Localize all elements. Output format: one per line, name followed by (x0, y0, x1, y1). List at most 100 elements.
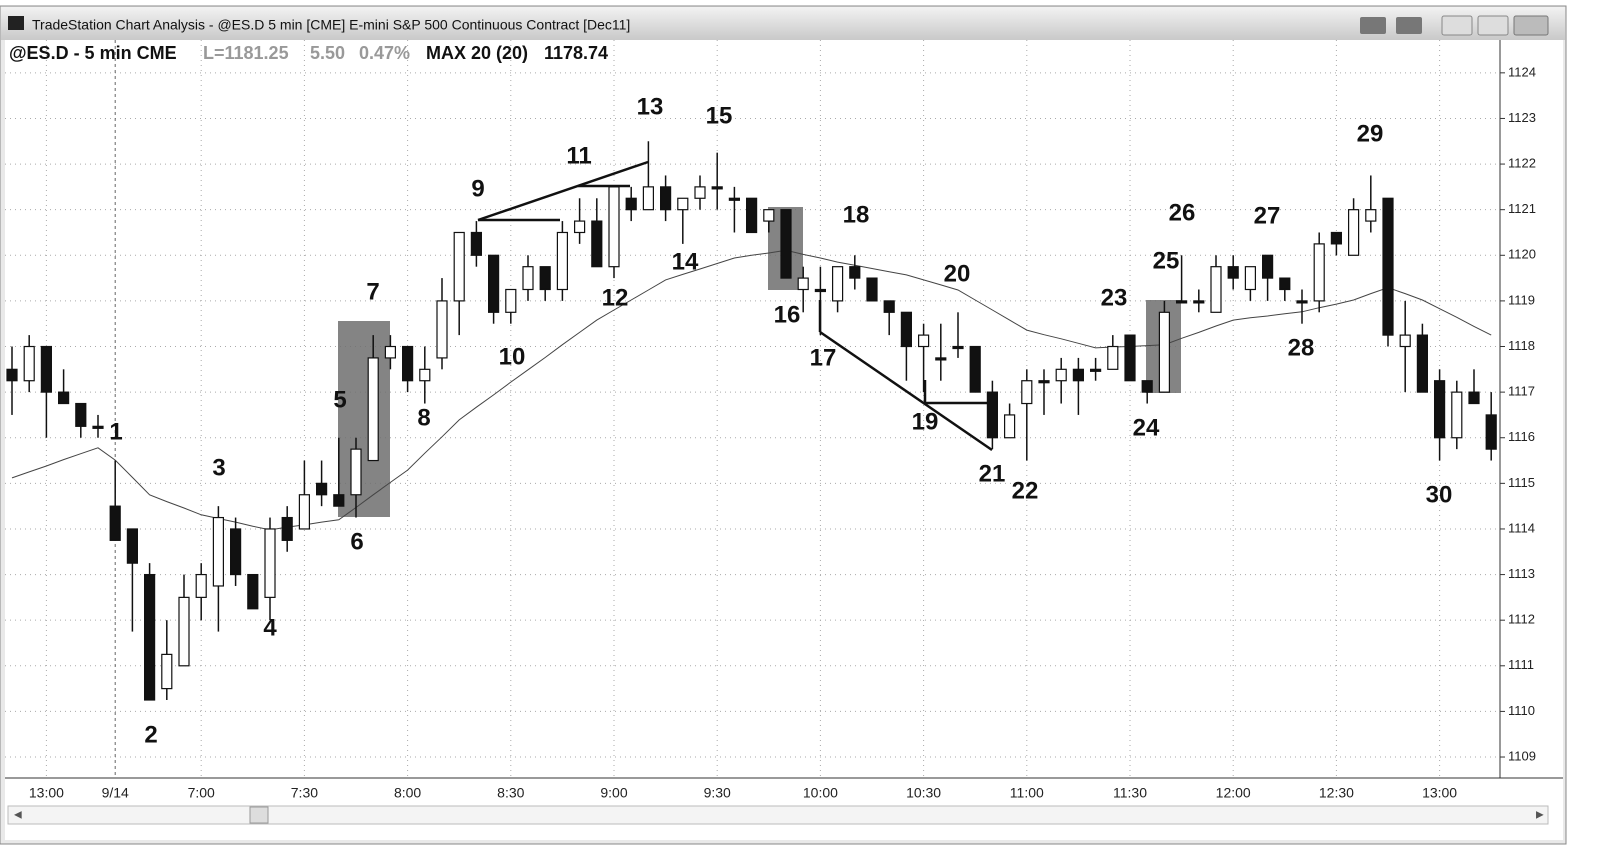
candle-body (1382, 197, 1394, 336)
y-tick-label: 1122 (1508, 156, 1536, 171)
indicator-name: MAX 20 (20) (426, 43, 528, 63)
candle-body (333, 494, 345, 507)
y-tick-label: 1110 (1508, 703, 1535, 718)
y-tick-label: 1109 (1508, 748, 1536, 763)
candle-body (470, 231, 482, 256)
x-tick-label: 13:00 (1422, 785, 1457, 801)
chart-area (5, 40, 1563, 840)
candle-body (23, 345, 35, 382)
annotation: 21 (979, 460, 1006, 487)
last-price: L=1181.25 (203, 43, 289, 63)
candle-body (900, 311, 913, 348)
candle-body (1279, 277, 1291, 291)
annotation: 22 (1012, 477, 1039, 504)
candle-body (1193, 300, 1205, 304)
candle-body (195, 573, 207, 598)
net-change: 5.50 (310, 43, 345, 63)
annotation: 13 (637, 93, 664, 120)
annotation: 28 (1288, 334, 1315, 361)
annotation: 12 (602, 284, 629, 311)
candle-body (40, 345, 53, 393)
scroll-left[interactable]: ◀ (14, 810, 22, 821)
candle-body (1433, 380, 1446, 439)
candle-body (1451, 391, 1463, 439)
candle-body (866, 277, 878, 302)
x-tick-label: 10:30 (906, 785, 941, 801)
candle-body (728, 197, 741, 201)
annotation: 19 (912, 408, 939, 435)
candle-body (1055, 368, 1067, 382)
minimize-button[interactable] (1441, 15, 1473, 36)
trend-line (477, 160, 649, 222)
candle-body (935, 357, 947, 361)
x-tick-label: 7:30 (291, 785, 318, 801)
candle-body (1347, 209, 1360, 256)
x-tick-label: 9:00 (600, 785, 627, 801)
annotation: 20 (944, 260, 971, 287)
highlight-box (338, 321, 390, 517)
trend-line (819, 330, 993, 452)
maximize-button[interactable] (1477, 15, 1509, 36)
annotation: 1 (109, 418, 122, 445)
candle-body (986, 391, 999, 439)
y-tick-label: 1121 (1508, 201, 1536, 216)
y-tick-label: 1115 (1508, 475, 1535, 490)
candle-body (178, 596, 190, 667)
candle-body (402, 345, 414, 382)
window-title: TradeStation Chart Analysis - @ES.D 5 mi… (32, 17, 630, 33)
candle-body (1210, 266, 1222, 313)
candle-body (453, 231, 465, 302)
annotation: 6 (350, 528, 363, 555)
x-tick-label: 11:00 (1010, 785, 1044, 801)
candle-body (488, 254, 500, 313)
scrollbar[interactable] (7, 805, 1549, 825)
candle-body (6, 368, 18, 382)
candle-body (109, 505, 121, 541)
menu-button[interactable] (1396, 17, 1422, 34)
annotation: 24 (1133, 414, 1160, 441)
candle-body (556, 231, 569, 291)
candle-body (1227, 266, 1239, 279)
annotation: 4 (263, 614, 277, 641)
candle-body (1021, 380, 1033, 405)
candle-body (522, 266, 534, 291)
annotation: 5 (333, 386, 346, 413)
candle-body (694, 186, 706, 199)
candle-body (1416, 334, 1429, 393)
y-tick-label: 1124 (1508, 64, 1536, 79)
candle-body (780, 209, 792, 279)
x-tick-label: 7:00 (188, 785, 215, 801)
annotation: 14 (672, 248, 699, 275)
candle-body (316, 482, 328, 496)
candle-body (1365, 209, 1377, 222)
x-tick-label: 9:30 (704, 785, 731, 801)
candle-body (659, 186, 672, 211)
candle-body (1038, 380, 1050, 384)
x-tick-label: 8:30 (497, 785, 524, 801)
annotation: 9 (471, 175, 484, 202)
scroll-right[interactable]: ▶ (1536, 810, 1544, 821)
annotation: 30 (1426, 481, 1453, 508)
candle-body (212, 516, 224, 587)
candle-body (1330, 231, 1343, 245)
y-tick-label: 1123 (1508, 110, 1536, 125)
close-button[interactable] (1513, 15, 1549, 36)
app-icon (8, 16, 24, 30)
scroll-thumb[interactable] (249, 806, 269, 824)
candle-body (419, 368, 431, 382)
annotation: 27 (1254, 202, 1281, 229)
annotation: 25 (1153, 247, 1180, 274)
candle-body (436, 300, 448, 359)
annotation: 15 (706, 102, 733, 129)
y-tick-label: 1117 (1508, 384, 1535, 399)
candle-body (539, 266, 551, 291)
candle-body (1399, 334, 1411, 348)
candle-body (161, 653, 173, 690)
candle-body (57, 391, 70, 405)
candle-body (230, 528, 242, 576)
plot: 1109111011111112111311141115111611171118… (5, 40, 1536, 801)
menu-button[interactable] (1360, 17, 1386, 34)
candle-body (1313, 243, 1325, 302)
